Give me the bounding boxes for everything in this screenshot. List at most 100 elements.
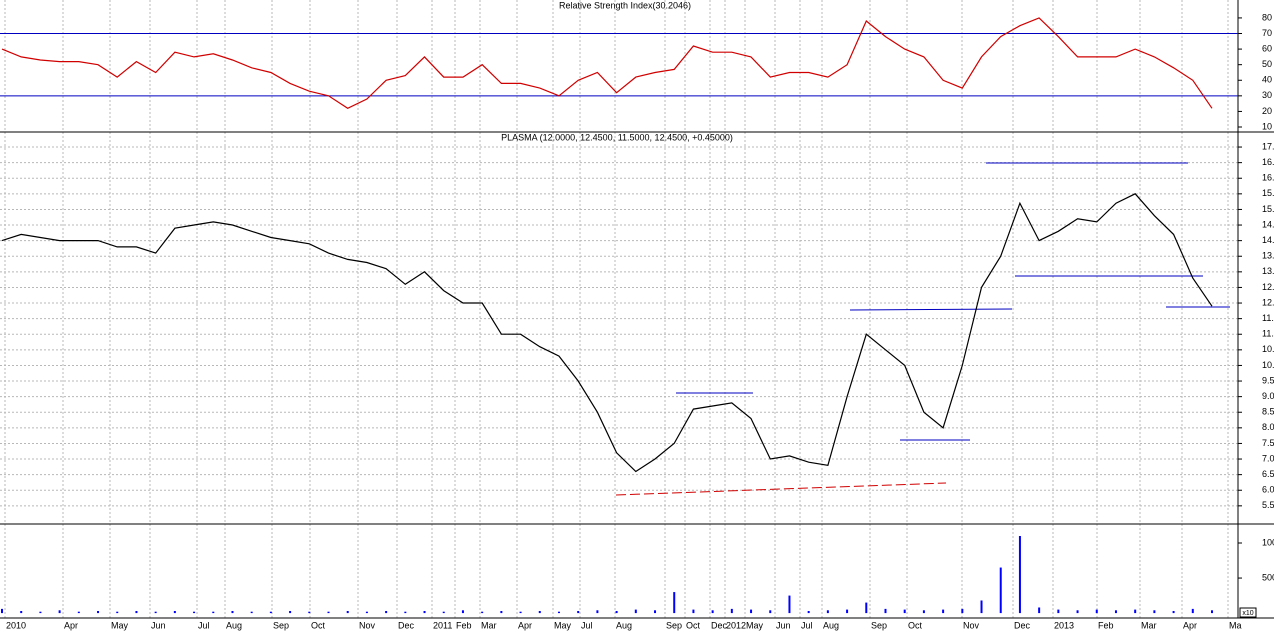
volume-bar (58, 610, 61, 614)
volume-bar (385, 610, 388, 614)
y-tick-label: 10 (1262, 121, 1272, 131)
series-line (1, 17, 1213, 109)
price-title: PLASMA (12.0000, 12.4500, 11.5000, 12.45… (501, 132, 733, 142)
volume-bar (538, 610, 541, 614)
y-tick-label: 11.5 (1262, 313, 1274, 323)
x-tick-label: Oct (686, 620, 701, 630)
x-tick-label: Apr (1183, 620, 1197, 630)
volume-bar (654, 610, 657, 614)
x-tick-label: May (746, 620, 764, 630)
volume-bar (903, 609, 906, 614)
y-tick-label: 17.0 (1262, 141, 1274, 151)
volume-bar (1114, 610, 1117, 614)
y-tick-label: 6.5 (1262, 469, 1274, 479)
annotations (615, 162, 1230, 496)
x-tick-label: Jun (151, 620, 166, 630)
volume-bar (999, 567, 1002, 614)
volume-bar (173, 610, 176, 614)
x-tick-label: Mar (1141, 620, 1157, 630)
x-tick-label: May (554, 620, 572, 630)
y-tick-label: 30 (1262, 90, 1272, 100)
y-tick-label: 14.0 (1262, 235, 1274, 245)
series-line (1, 193, 1213, 473)
volume-bar (980, 600, 983, 614)
y-tick-label: 14.5 (1262, 219, 1274, 229)
y-tick-label: 16.0 (1262, 173, 1274, 183)
x-tick-label: Apr (64, 620, 78, 630)
volume-bar (97, 610, 100, 614)
x-tick-label: Jul (801, 620, 813, 630)
x-tick-label: Oct (908, 620, 923, 630)
unit-box (1239, 607, 1257, 618)
volume-bar (596, 610, 599, 614)
x-tick-label: Sep (273, 620, 289, 630)
volume-bar (327, 611, 330, 614)
volume-bar (1057, 609, 1060, 614)
volume-bar (673, 592, 676, 614)
y-tick-label: 15.0 (1262, 204, 1274, 214)
y-tick-label: 7.0 (1262, 453, 1274, 463)
y-tick-label: 5000 (1262, 572, 1274, 582)
x-tick-label: Dec (1014, 620, 1031, 630)
x-tick-label: Oct (311, 620, 326, 630)
volume-bar (884, 608, 887, 614)
x-tick-label: Aug (823, 620, 839, 630)
y-tick-label: 16.5 (1262, 157, 1274, 167)
volume-bar (1, 608, 3, 614)
volume-bar (1191, 608, 1194, 614)
resistance-line (849, 308, 1013, 311)
y-tick-label: 5.5 (1262, 500, 1274, 510)
x-tick-label: 2010 (6, 620, 26, 630)
volume-bar (231, 610, 234, 614)
volume-bar (577, 610, 580, 614)
volume-bar (250, 611, 253, 614)
x-tick-label: Feb (456, 620, 472, 630)
x-tick-label: Dec (711, 620, 728, 630)
y-tick-label: 40 (1262, 75, 1272, 85)
x-tick-label: Dec (398, 620, 415, 630)
volume-bar (500, 610, 503, 614)
y-tick-label: 12.0 (1262, 297, 1274, 307)
volume-bar (826, 610, 829, 614)
volume-bar (1134, 609, 1137, 614)
volume-bar (135, 610, 138, 614)
x-tick-label: Nov (963, 620, 980, 630)
y-tick-label: 10.5 (1262, 344, 1274, 354)
grid (0, 0, 1238, 618)
volume-bar (269, 611, 272, 614)
x-tick-label: 2012 (726, 620, 746, 630)
volume-bar (557, 611, 560, 614)
volume-bar (461, 610, 464, 614)
y-tick-label: 7.5 (1262, 438, 1274, 448)
volume-bar (846, 609, 849, 614)
volume-bar (961, 608, 964, 614)
x-tick-label: May (111, 620, 129, 630)
volume-bar (711, 610, 714, 614)
y-tick-label: 50 (1262, 59, 1272, 69)
volume-bar (807, 610, 810, 614)
y-tick-label: 60 (1262, 43, 1272, 53)
x-tick-label: 2013 (1054, 620, 1074, 630)
volume-bar (116, 611, 119, 614)
volume-bar (154, 611, 157, 614)
volume-bar (308, 611, 311, 614)
volume-bar (692, 609, 695, 614)
volume-bar (39, 611, 42, 614)
volume-bar (289, 610, 292, 614)
y-tick-label: 9.0 (1262, 391, 1274, 401)
volume-bar (442, 611, 445, 614)
x-tick-label: Aug (616, 620, 632, 630)
y-tick-label: 9.5 (1262, 375, 1274, 385)
volume-bar (634, 609, 637, 614)
volume-bar (865, 602, 868, 614)
x-tick-label: Mar (481, 620, 497, 630)
volume-bar (922, 610, 925, 614)
volume-bar (1095, 609, 1098, 614)
volume-bar (77, 611, 80, 614)
x-tick-label: Jul (581, 620, 593, 630)
x-tick-label: Aug (226, 620, 242, 630)
x-tick-label: Jun (776, 620, 791, 630)
volume-bar (423, 610, 426, 614)
